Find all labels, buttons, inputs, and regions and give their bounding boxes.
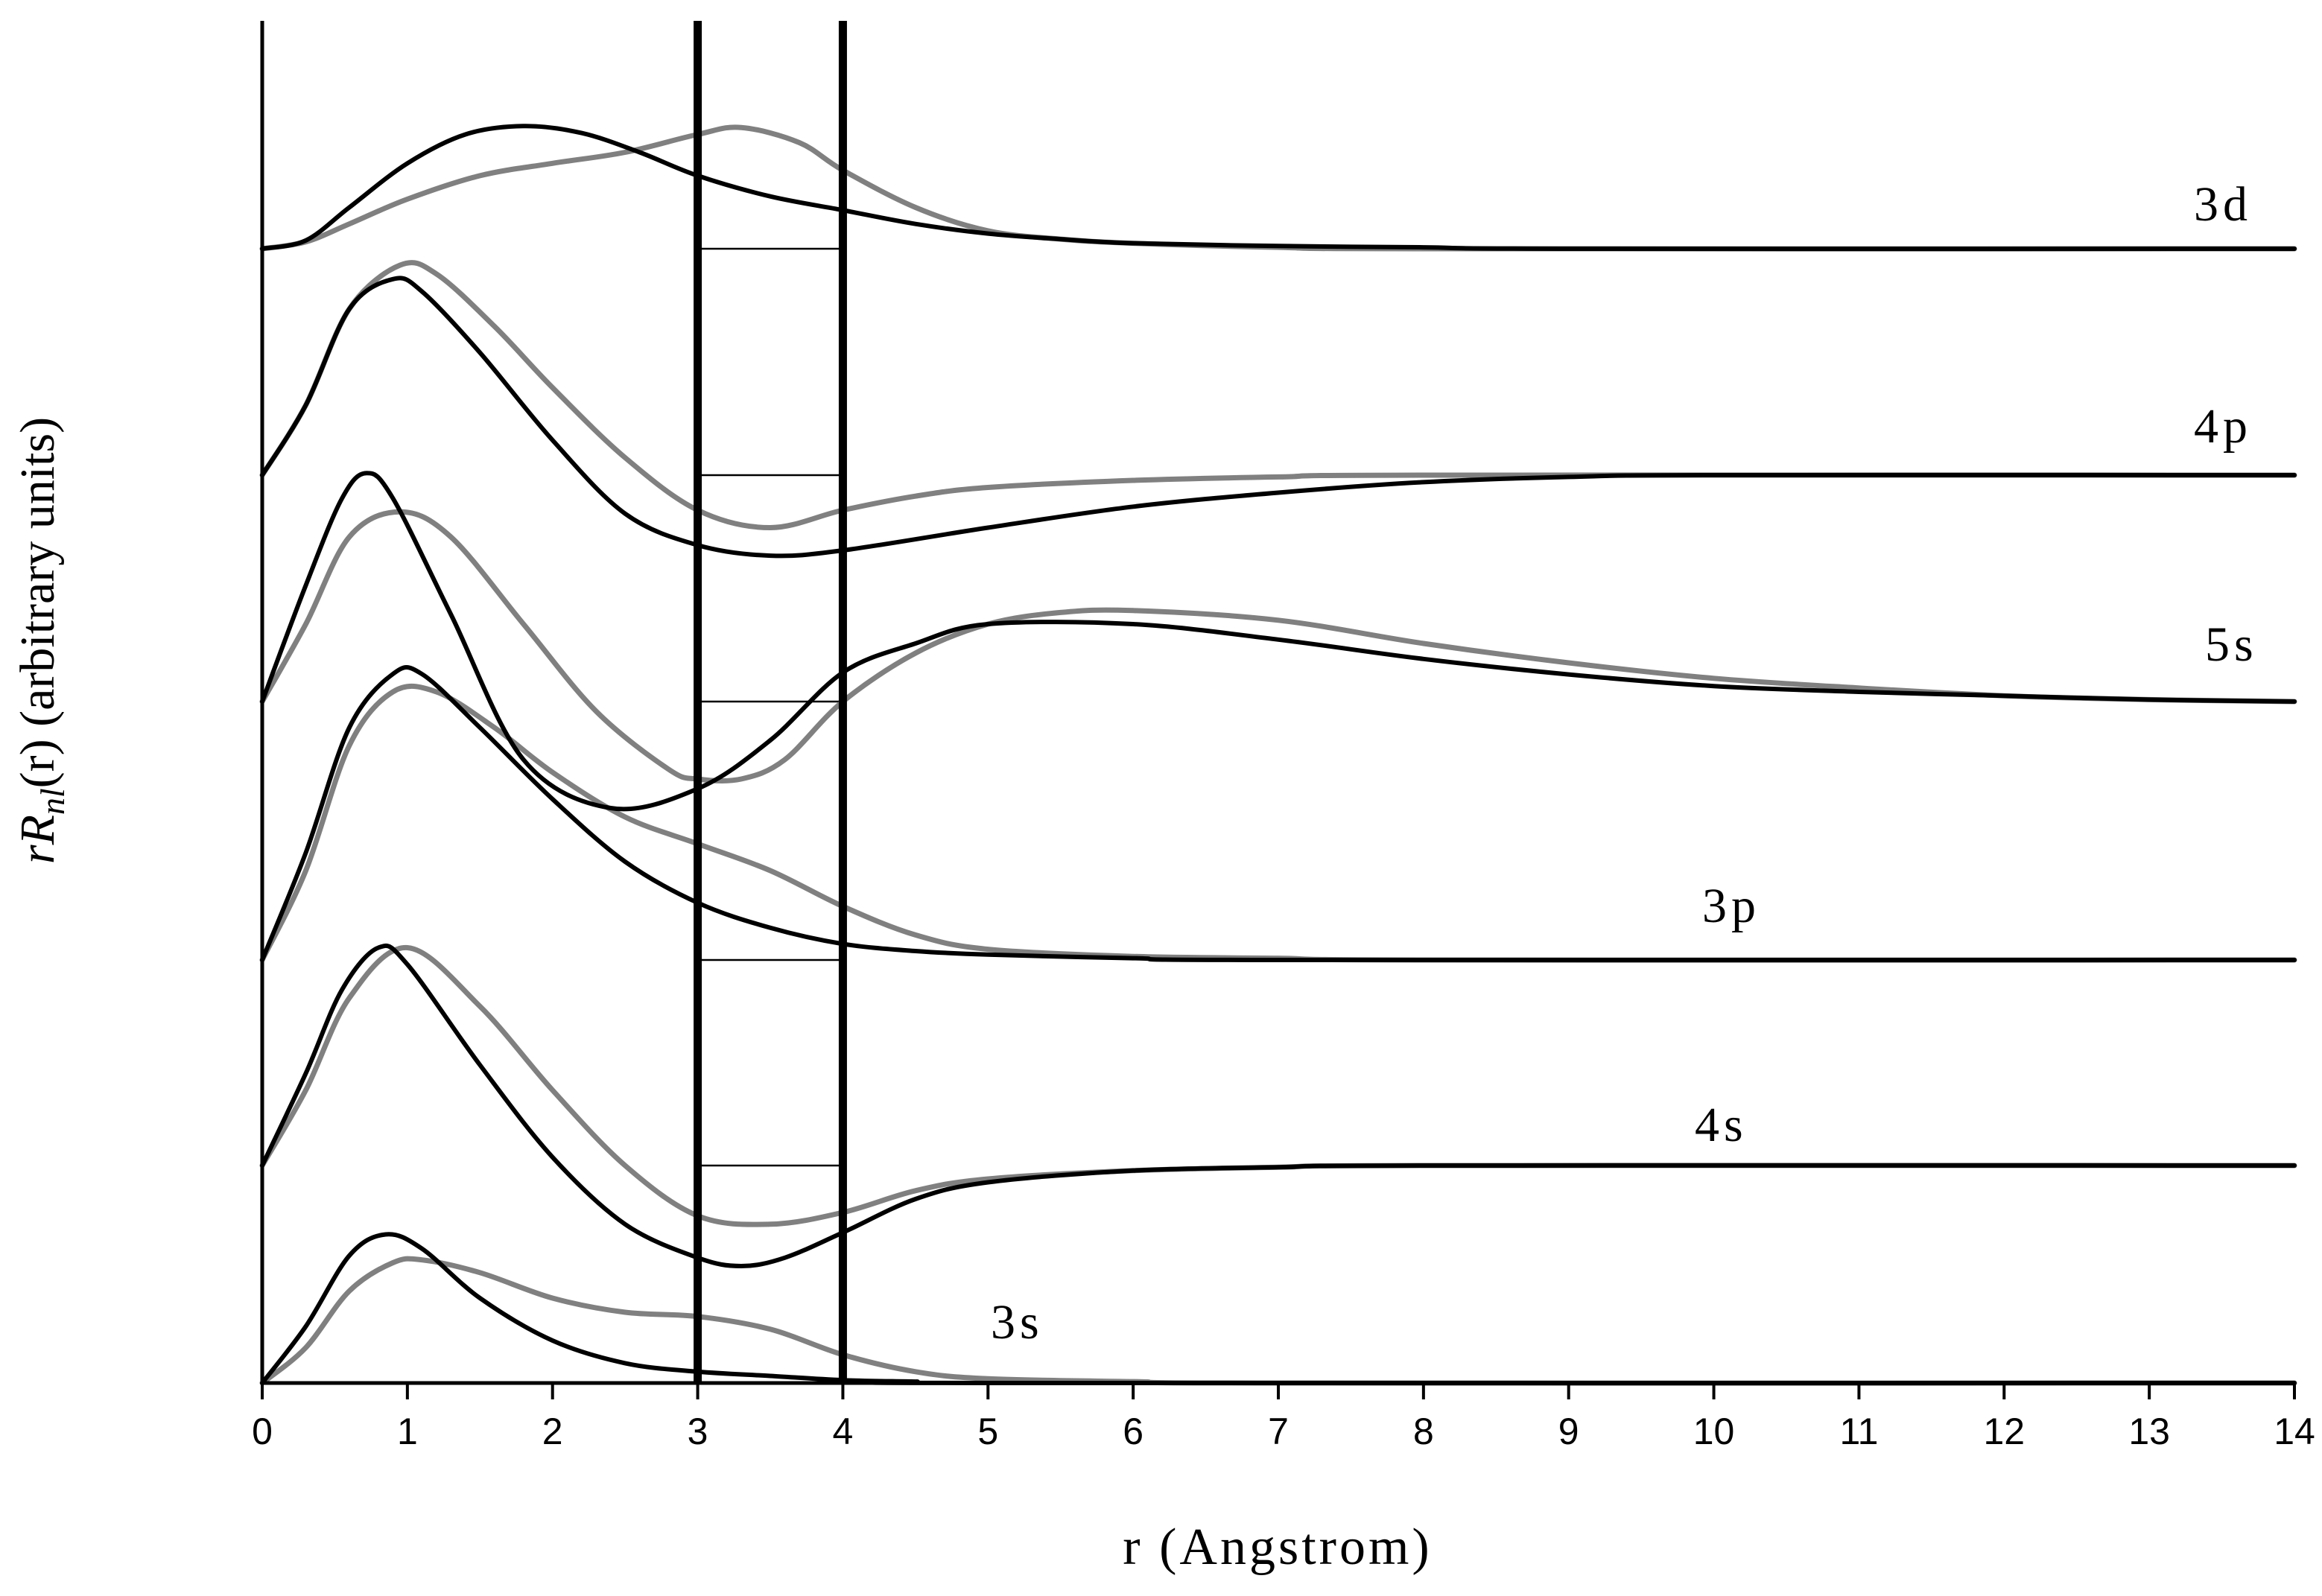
curve-gray-4s bbox=[259, 944, 2297, 1227]
x-tick-label-6: 6 bbox=[1123, 1411, 1143, 1452]
x-tick-label-8: 8 bbox=[1413, 1411, 1434, 1452]
orbital-5s bbox=[259, 471, 2297, 812]
curve-black-3d bbox=[260, 124, 2297, 252]
x-ticks: 0 1 2 3 4 5 6 7 8 9 10 11 12 13 14 bbox=[252, 1383, 2315, 1452]
curve-gray-4p bbox=[259, 260, 2297, 530]
curve-gray-3p bbox=[259, 684, 2297, 963]
orbital-curves bbox=[259, 124, 2297, 1386]
x-tick-label-13: 13 bbox=[2128, 1411, 2170, 1452]
orbital-label-3s: 3s bbox=[991, 1295, 1044, 1349]
orbital-label-3d: 3d bbox=[2194, 177, 2252, 232]
orbital-3p bbox=[259, 665, 2297, 963]
x-tick-label-7: 7 bbox=[1268, 1411, 1289, 1452]
marker-lines bbox=[694, 21, 847, 1383]
x-tick-label-9: 9 bbox=[1558, 1411, 1579, 1452]
curve-gray-3d bbox=[259, 124, 2297, 252]
x-tick-label-1: 1 bbox=[397, 1411, 418, 1452]
orbital-label-5s: 5s bbox=[2205, 617, 2258, 672]
x-tick-label-10: 10 bbox=[1693, 1411, 1735, 1452]
curve-black-4p bbox=[260, 276, 2297, 559]
orbital-labels: 3s 4s 3p 5s 4p 3d bbox=[991, 177, 2258, 1349]
x-axis-title: r (Angstrom) bbox=[1123, 1519, 1432, 1576]
orbital-3s bbox=[259, 1232, 2297, 1386]
curve-gray-3s bbox=[259, 1256, 2297, 1386]
curve-gray-5s bbox=[259, 509, 2297, 783]
y-title-prefix: rR bbox=[10, 815, 65, 864]
curve-black-3p bbox=[260, 665, 2297, 963]
y-title-subscript: nl bbox=[34, 788, 72, 815]
x-tick-label-5: 5 bbox=[977, 1411, 998, 1452]
orbital-4p bbox=[259, 260, 2297, 559]
curve-black-5s bbox=[260, 471, 2297, 812]
orbital-label-4s: 4s bbox=[1695, 1098, 1748, 1152]
x-tick-label-2: 2 bbox=[542, 1411, 563, 1452]
curve-black-3s bbox=[260, 1232, 2297, 1386]
y-axis-title: rRnl(r) (arbitrary units) bbox=[10, 417, 72, 864]
y-title-suffix: (r) (arbitrary units) bbox=[10, 417, 65, 788]
x-tick-label-3: 3 bbox=[688, 1411, 708, 1452]
x-tick-label-4: 4 bbox=[833, 1411, 854, 1452]
x-tick-label-11: 11 bbox=[1839, 1411, 1878, 1452]
orbital-label-4p: 4p bbox=[2194, 399, 2252, 454]
orbital-label-3p: 3p bbox=[1702, 879, 1760, 933]
x-tick-label-14: 14 bbox=[2274, 1411, 2315, 1452]
orbital-4s bbox=[259, 943, 2297, 1268]
curve-black-4s bbox=[260, 943, 2297, 1268]
x-tick-label-0: 0 bbox=[252, 1411, 273, 1452]
x-tick-label-12: 12 bbox=[1983, 1411, 2025, 1452]
orbital-3d bbox=[259, 124, 2297, 252]
x-axis bbox=[260, 21, 2294, 1385]
